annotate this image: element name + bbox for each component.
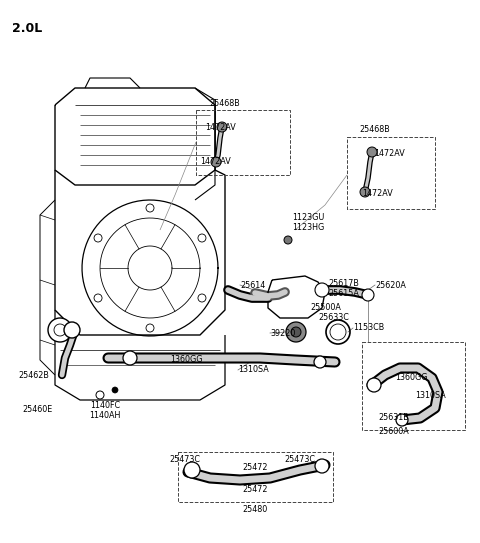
Text: 25460E: 25460E [22,406,52,414]
Circle shape [315,459,329,473]
Text: 25480: 25480 [242,506,268,515]
Text: 25620A: 25620A [375,281,406,289]
Circle shape [94,234,102,242]
Circle shape [184,462,200,478]
Text: 25468B: 25468B [210,98,240,108]
Text: 25473C: 25473C [285,456,315,464]
Circle shape [217,122,227,132]
Text: 25615A: 25615A [328,288,359,298]
Text: 25472: 25472 [242,464,268,472]
Circle shape [362,289,374,301]
Text: 25472: 25472 [242,485,268,495]
Bar [347,137,435,209]
Text: 1360GG: 1360GG [170,356,203,364]
Circle shape [284,236,292,244]
Circle shape [291,327,301,337]
Circle shape [367,147,377,157]
Bar [362,342,465,430]
Text: 25462B: 25462B [18,370,49,380]
Text: 1140FC: 1140FC [90,401,120,409]
Circle shape [123,351,137,365]
Text: 1123HG: 1123HG [292,224,324,232]
Circle shape [396,414,408,426]
Circle shape [64,322,80,338]
Circle shape [54,324,66,336]
Circle shape [146,324,154,332]
Text: 25500A: 25500A [310,304,341,313]
Circle shape [211,157,221,167]
Circle shape [94,294,102,302]
Text: 1472AV: 1472AV [205,123,236,132]
Circle shape [314,356,326,368]
Text: 25473C: 25473C [169,456,201,464]
Text: 1310SA: 1310SA [415,390,446,400]
Text: 1310SA: 1310SA [238,365,269,375]
Text: 25631B: 25631B [378,414,409,422]
Text: 1472AV: 1472AV [374,148,405,157]
Circle shape [286,322,306,342]
Circle shape [198,294,206,302]
Text: 1153CB: 1153CB [353,324,384,332]
Text: 25617B: 25617B [328,279,359,287]
Text: 1472AV: 1472AV [200,156,231,166]
Text: 1123GU: 1123GU [292,213,324,223]
Bar [178,452,333,502]
Text: 1360GG: 1360GG [395,374,428,382]
Text: 1472AV: 1472AV [362,188,393,198]
Text: 25468B: 25468B [360,125,390,135]
Circle shape [360,187,370,197]
Circle shape [198,234,206,242]
Circle shape [112,387,118,393]
Circle shape [315,283,329,297]
Circle shape [367,378,381,392]
Text: 39220: 39220 [270,329,295,338]
Bar [196,110,290,175]
Circle shape [96,391,104,399]
Circle shape [48,318,72,342]
Text: 2.0L: 2.0L [12,22,42,35]
Text: 25600A: 25600A [378,427,409,437]
Circle shape [146,204,154,212]
Text: 1140AH: 1140AH [89,411,120,420]
Text: 25614: 25614 [240,281,265,289]
Text: 25633C: 25633C [318,313,349,323]
